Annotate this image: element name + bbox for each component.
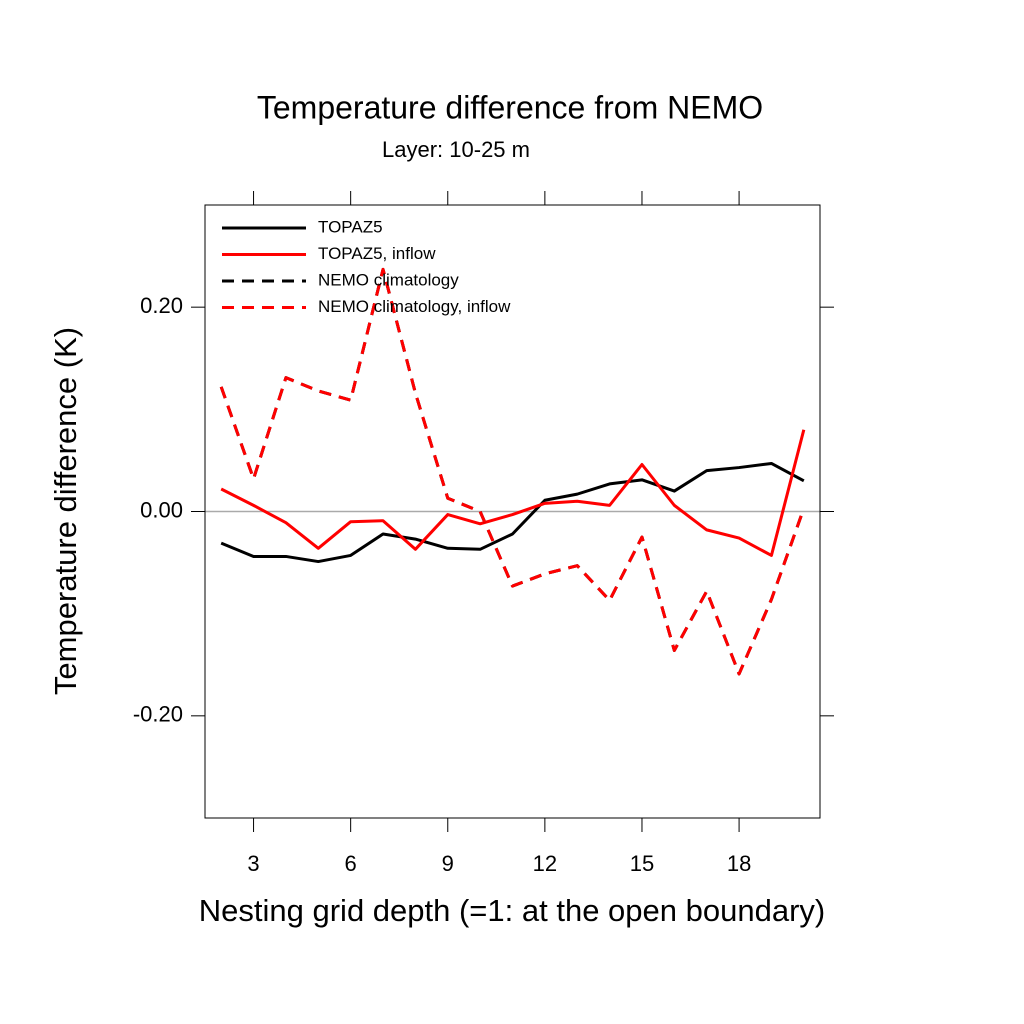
series-line (220, 461, 805, 564)
legend-label: NEMO climatology (318, 270, 459, 289)
legend-label: TOPAZ5, inflow (318, 244, 436, 263)
x-axis-label: Nesting grid depth (=1: at the open boun… (199, 893, 825, 928)
legend-label: TOPAZ5 (318, 217, 383, 236)
chart-title: Temperature difference from NEMO (257, 89, 763, 125)
x-tick-label: 12 (533, 851, 557, 876)
chart-subtitle: Layer: 10-25 m (382, 137, 530, 162)
x-tick-label: 3 (247, 851, 259, 876)
x-tick-label: 9 (442, 851, 454, 876)
y-tick-label: -0.20 (133, 702, 183, 727)
x-tick-label: 6 (345, 851, 357, 876)
y-tick-label: 0.20 (140, 293, 183, 318)
y-axis-label: Temperature difference (K) (48, 327, 83, 695)
series-line (220, 429, 806, 557)
x-tick-label: 15 (630, 851, 654, 876)
x-tick-label: 18 (727, 851, 751, 876)
legend-label: NEMO climatology, inflow (318, 297, 511, 316)
series-line (219, 267, 806, 676)
y-tick-label: 0.00 (140, 497, 183, 522)
series-line (219, 267, 806, 676)
